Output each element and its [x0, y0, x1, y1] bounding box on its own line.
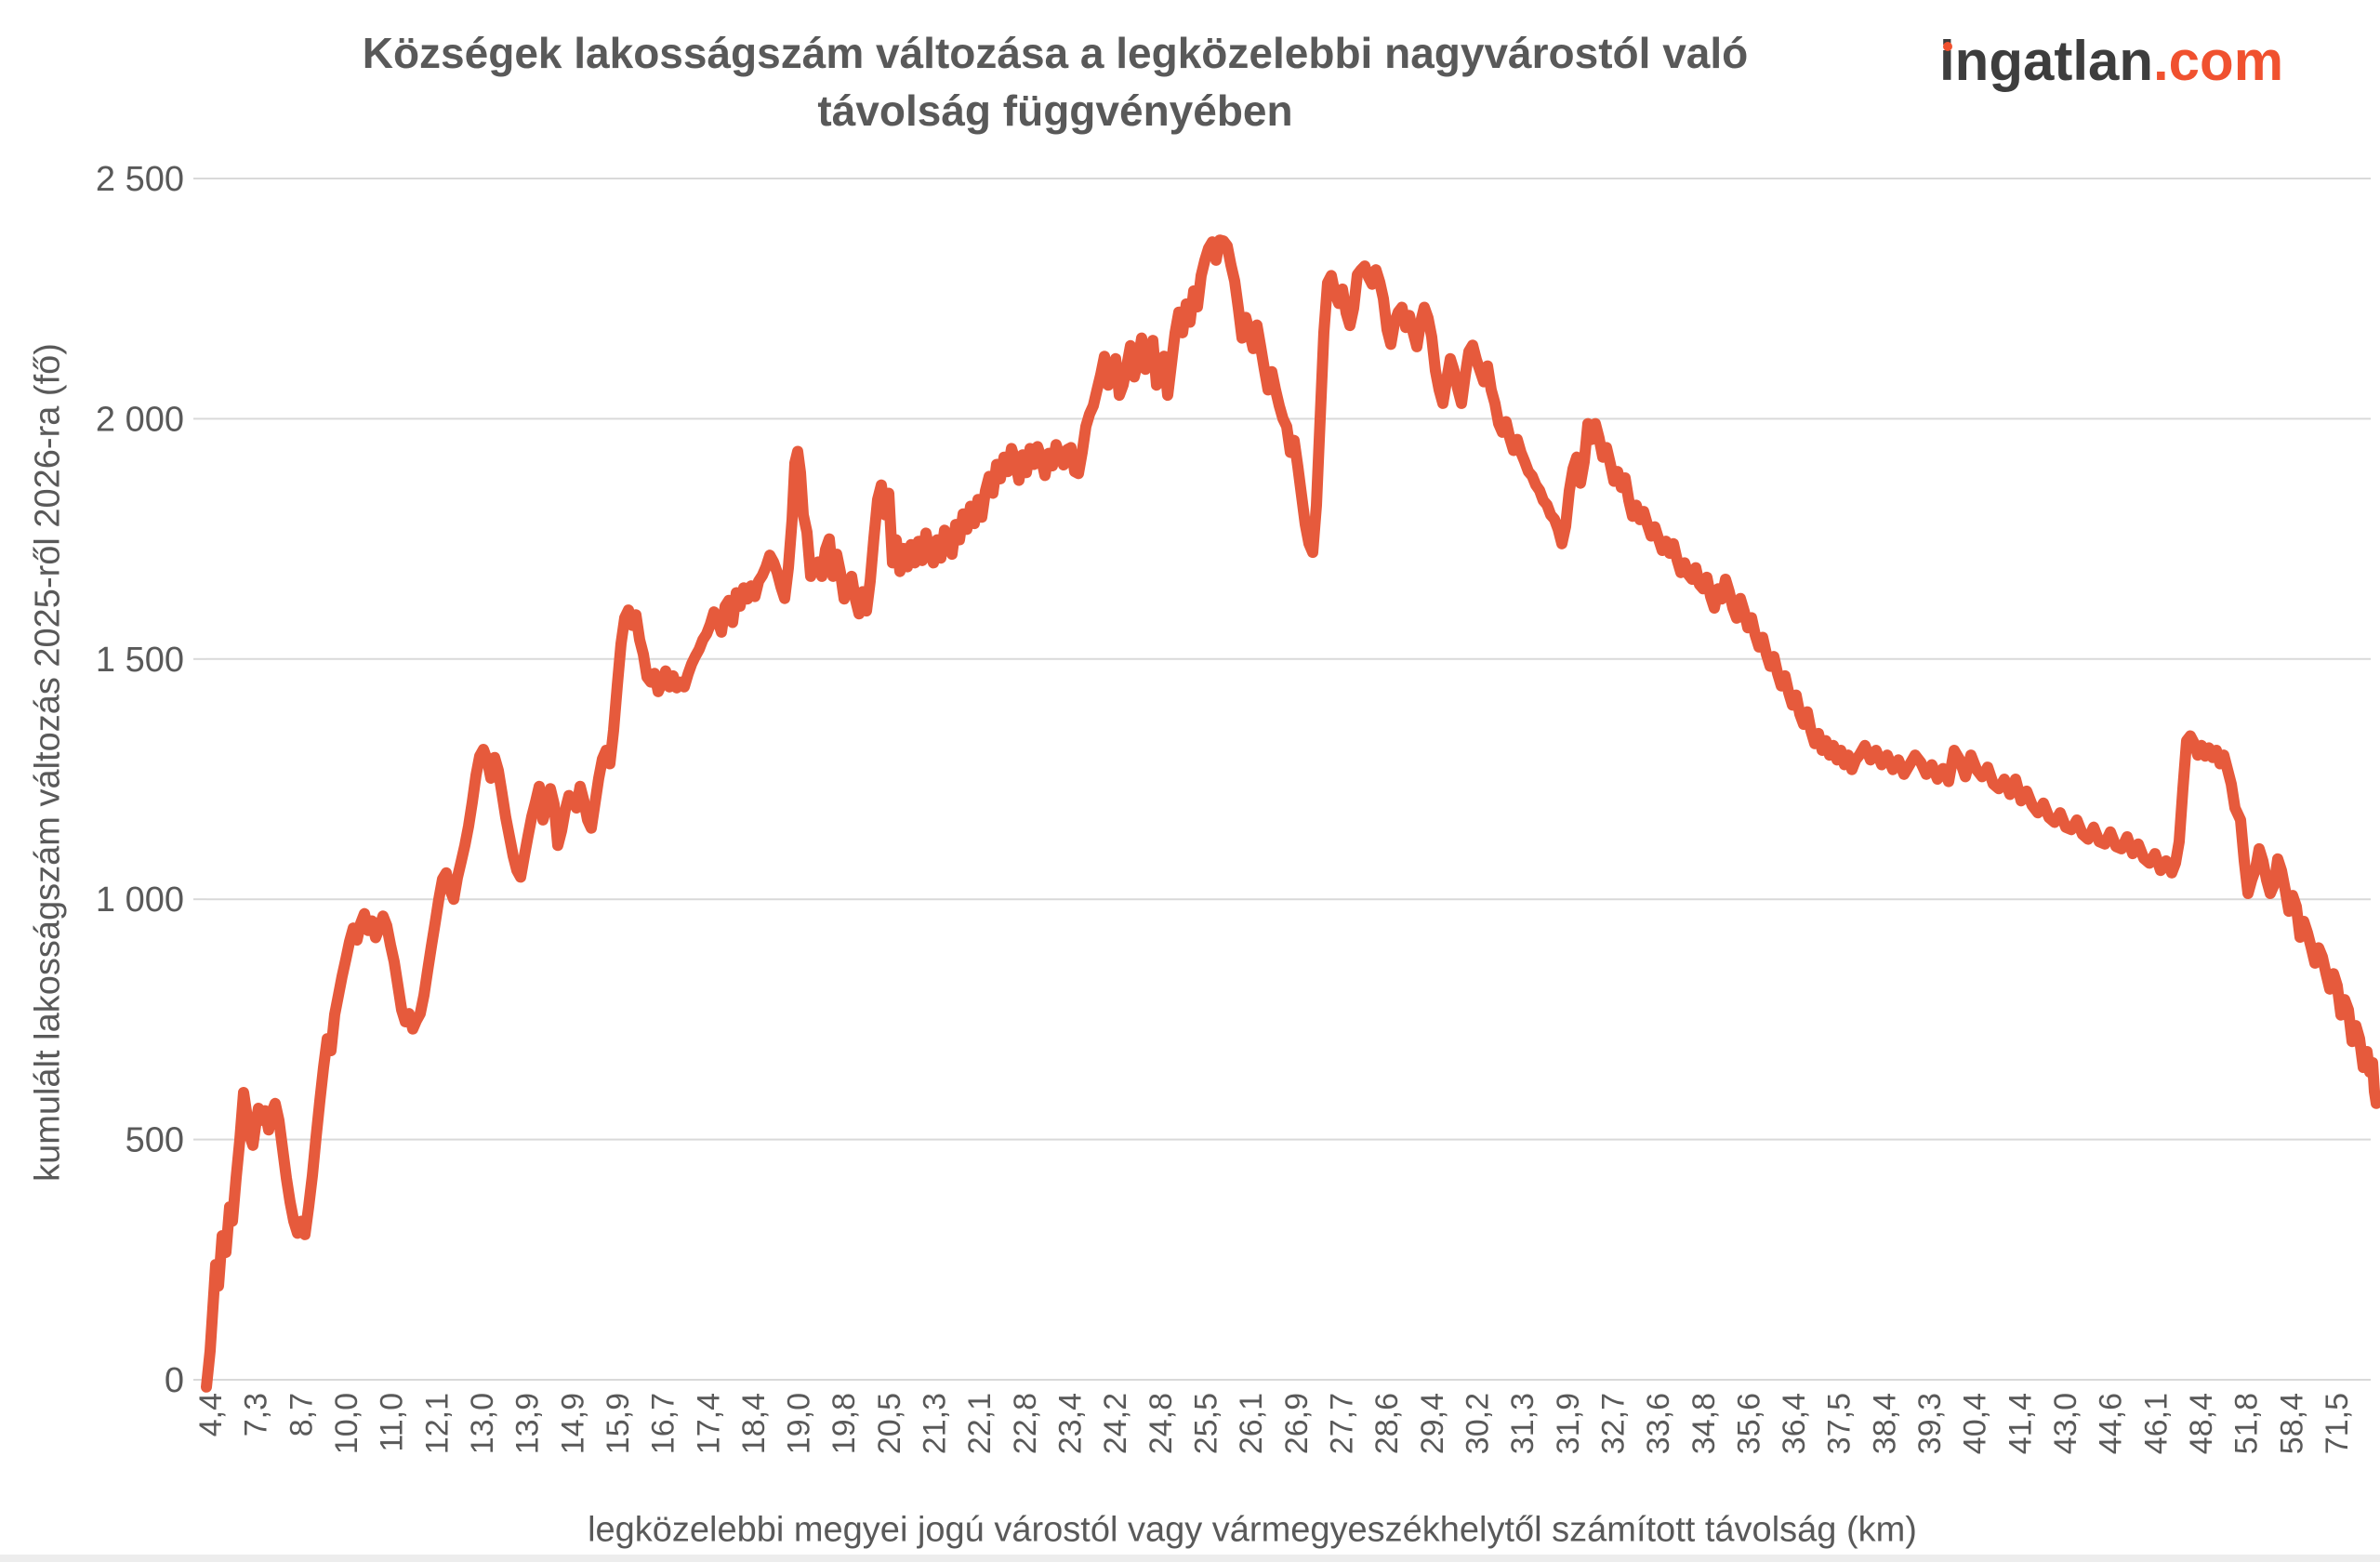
x-tick-label-24,8: 24,8 [1144, 1393, 1179, 1454]
x-tick-label-7,3: 7,3 [239, 1393, 274, 1436]
x-tick-label-36,4: 36,4 [1777, 1393, 1812, 1454]
y-tick-label-2500: 2 500 [96, 160, 184, 199]
y-tick-label-1500: 1 500 [96, 641, 184, 680]
x-tick-label-58,4: 58,4 [2274, 1393, 2309, 1454]
x-tick-label-30,2: 30,2 [1460, 1393, 1495, 1454]
x-tick-label-43,0: 43,0 [2048, 1393, 2083, 1454]
x-tick-label-38,4: 38,4 [1867, 1393, 1902, 1454]
x-axis-title: legközelebbi megyei jogú várostól vagy v… [588, 1510, 1917, 1550]
x-tick-label-24,2: 24,2 [1098, 1393, 1133, 1454]
x-tick-label-46,1: 46,1 [2138, 1393, 2174, 1454]
x-tick-label-71,5: 71,5 [2320, 1393, 2355, 1454]
x-tick-label-15,9: 15,9 [601, 1393, 636, 1454]
x-tick-label-25,5: 25,5 [1189, 1393, 1224, 1454]
x-tick-label-8,7: 8,7 [284, 1393, 319, 1436]
chart-title: Községek lakosságszám változása a legköz… [0, 24, 2110, 139]
cumulative-population-change-line [201, 234, 2380, 1393]
x-tick-label-29,4: 29,4 [1415, 1393, 1450, 1454]
x-tick-label-12,1: 12,1 [419, 1393, 455, 1454]
y-tick-label-1000: 1 000 [96, 880, 184, 920]
x-tick-label-13,9: 13,9 [510, 1393, 546, 1454]
chart-title-line1: Községek lakosságszám változása a legköz… [362, 29, 1749, 77]
y-tick-label-0: 0 [165, 1361, 184, 1400]
x-tick-label-22,1: 22,1 [962, 1393, 998, 1454]
x-tick-label-34,8: 34,8 [1686, 1393, 1722, 1454]
x-tick-label-28,6: 28,6 [1369, 1393, 1405, 1454]
chart-title-line2: távolság függvényében [817, 86, 1293, 135]
x-tick-label-16,7: 16,7 [646, 1393, 681, 1454]
y-tick-label-2000: 2 000 [96, 400, 184, 439]
x-tick-label-37,5: 37,5 [1822, 1393, 1858, 1454]
x-tick-label-26,1: 26,1 [1234, 1393, 1269, 1454]
x-tick-label-31,9: 31,9 [1551, 1393, 1586, 1454]
x-tick-label-35,6: 35,6 [1731, 1393, 1766, 1454]
x-tick-label-20,5: 20,5 [872, 1393, 907, 1454]
x-tick-label-13,0: 13,0 [465, 1393, 500, 1454]
x-tick-label-51,8: 51,8 [2229, 1393, 2265, 1454]
x-tick-label-33,6: 33,6 [1641, 1393, 1676, 1454]
x-tick-label-10,0: 10,0 [329, 1393, 364, 1454]
x-tick-label-44,6: 44,6 [2094, 1393, 2129, 1454]
window-bottom-edge [0, 1555, 2380, 1562]
x-tick-label-19,8: 19,8 [826, 1393, 862, 1454]
x-tick-label-18,4: 18,4 [736, 1393, 772, 1454]
x-tick-label-31,3: 31,3 [1505, 1393, 1540, 1454]
x-tick-label-23,4: 23,4 [1053, 1393, 1089, 1454]
x-tick-label-17,4: 17,4 [691, 1393, 726, 1454]
x-tick-label-32,7: 32,7 [1595, 1393, 1631, 1454]
x-tick-label-27,7: 27,7 [1324, 1393, 1359, 1454]
x-tick-label-26,9: 26,9 [1279, 1393, 1315, 1454]
x-tick-label-19,0: 19,0 [782, 1393, 817, 1454]
logo-brand: ingatlan [1939, 30, 2154, 92]
ingatlan-logo: ingatlan.com [1939, 33, 2283, 89]
logo-i-dot-icon [1943, 42, 1952, 51]
x-tick-label-4,4: 4,4 [193, 1393, 229, 1436]
x-tick-label-40,4: 40,4 [1958, 1393, 1993, 1454]
y-tick-label-500: 500 [126, 1121, 184, 1160]
x-tick-label-11,0: 11,0 [375, 1393, 410, 1452]
x-tick-label-22,8: 22,8 [1008, 1393, 1043, 1454]
x-tick-label-21,3: 21,3 [918, 1393, 953, 1454]
x-tick-label-39,3: 39,3 [1912, 1393, 1948, 1454]
x-tick-label-41,4: 41,4 [2003, 1393, 2038, 1454]
x-tick-label-48,4: 48,4 [2184, 1393, 2219, 1454]
x-tick-label-14,9: 14,9 [555, 1393, 590, 1454]
logo-tld: .com [2153, 30, 2284, 92]
